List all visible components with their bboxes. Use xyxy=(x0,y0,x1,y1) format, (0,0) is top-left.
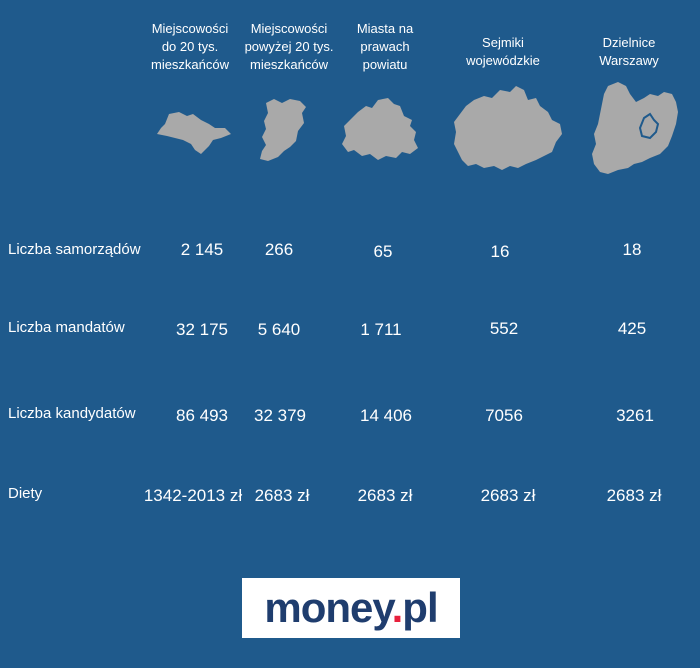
logo-main: money xyxy=(264,584,392,631)
row-label-mandates: Liczba mandatów xyxy=(8,319,125,336)
table-cell: 65 xyxy=(373,242,393,261)
money-pl-logo: money.pl xyxy=(242,578,460,638)
table-cell: 1 711 xyxy=(360,320,402,339)
table-cell: 2 145 xyxy=(180,240,224,259)
table-cell: 18 xyxy=(622,240,642,259)
table-cell: 14 406 xyxy=(360,406,412,425)
row-label-candidates: Liczba kandydatów xyxy=(8,405,136,422)
warsaw-district-map-icon xyxy=(588,80,682,176)
column-header-warsaw-districts: Dzielnice Warszawy xyxy=(574,34,684,70)
table-cell: 86 493 xyxy=(176,406,228,425)
column-header-small-towns: Miejscowości do 20 tys. mieszkańców xyxy=(135,20,245,74)
table-cell: 2683 zł xyxy=(480,486,536,505)
small-town-map-icon xyxy=(155,110,233,156)
column-header-county-cities: Miasta na prawach powiatu xyxy=(330,20,440,74)
column-header-line: Warszawy xyxy=(599,53,659,68)
table-cell: 7056 xyxy=(485,406,523,425)
column-header-line: powyżej 20 tys. xyxy=(244,39,334,54)
voivodeship-map-icon xyxy=(452,82,564,170)
column-header-line: Dzielnice xyxy=(602,35,656,50)
table-cell: 16 xyxy=(490,242,510,261)
column-header-line: Miasta na xyxy=(356,21,414,36)
column-header-line: do 20 tys. xyxy=(161,39,219,54)
table-cell: 32 175 xyxy=(176,320,228,339)
column-header-line: wojewódzkie xyxy=(466,53,540,68)
column-header-line: Miejscowości xyxy=(151,21,229,36)
row-label-councils: Liczba samorządów xyxy=(8,241,141,258)
large-town-map-icon xyxy=(256,97,308,163)
table-cell: 2683 zł xyxy=(254,486,310,505)
table-cell: 425 xyxy=(617,319,647,338)
column-header-line: Sejmiki xyxy=(482,35,524,50)
row-label-allowances: Diety xyxy=(8,485,43,502)
table-cell: 1342-2013 zł xyxy=(143,486,243,505)
column-header-line: prawach xyxy=(360,39,410,54)
column-header-large-towns: Miejscowości powyżej 20 tys. mieszkańców xyxy=(234,20,344,74)
table-cell: 5 640 xyxy=(257,320,301,339)
county-city-map-icon xyxy=(340,96,420,162)
logo-dot: . xyxy=(391,584,404,631)
table-cell: 2683 zł xyxy=(357,486,413,505)
table-cell: 552 xyxy=(489,319,519,338)
logo-suffix: pl xyxy=(402,584,438,631)
table-cell: 3261 xyxy=(616,406,654,425)
table-cell: 32 379 xyxy=(254,406,306,425)
column-header-line: mieszkańców xyxy=(150,57,230,72)
column-header-line: mieszkańców xyxy=(249,57,329,72)
table-cell: 2683 zł xyxy=(606,486,662,505)
column-header-line: powiatu xyxy=(362,57,408,72)
column-header-line: Miejscowości xyxy=(250,21,328,36)
logo-text: money.pl xyxy=(242,583,460,633)
column-header-voivodeship-assemblies: Sejmiki wojewódzkie xyxy=(448,34,558,70)
table-cell: 266 xyxy=(264,240,294,259)
